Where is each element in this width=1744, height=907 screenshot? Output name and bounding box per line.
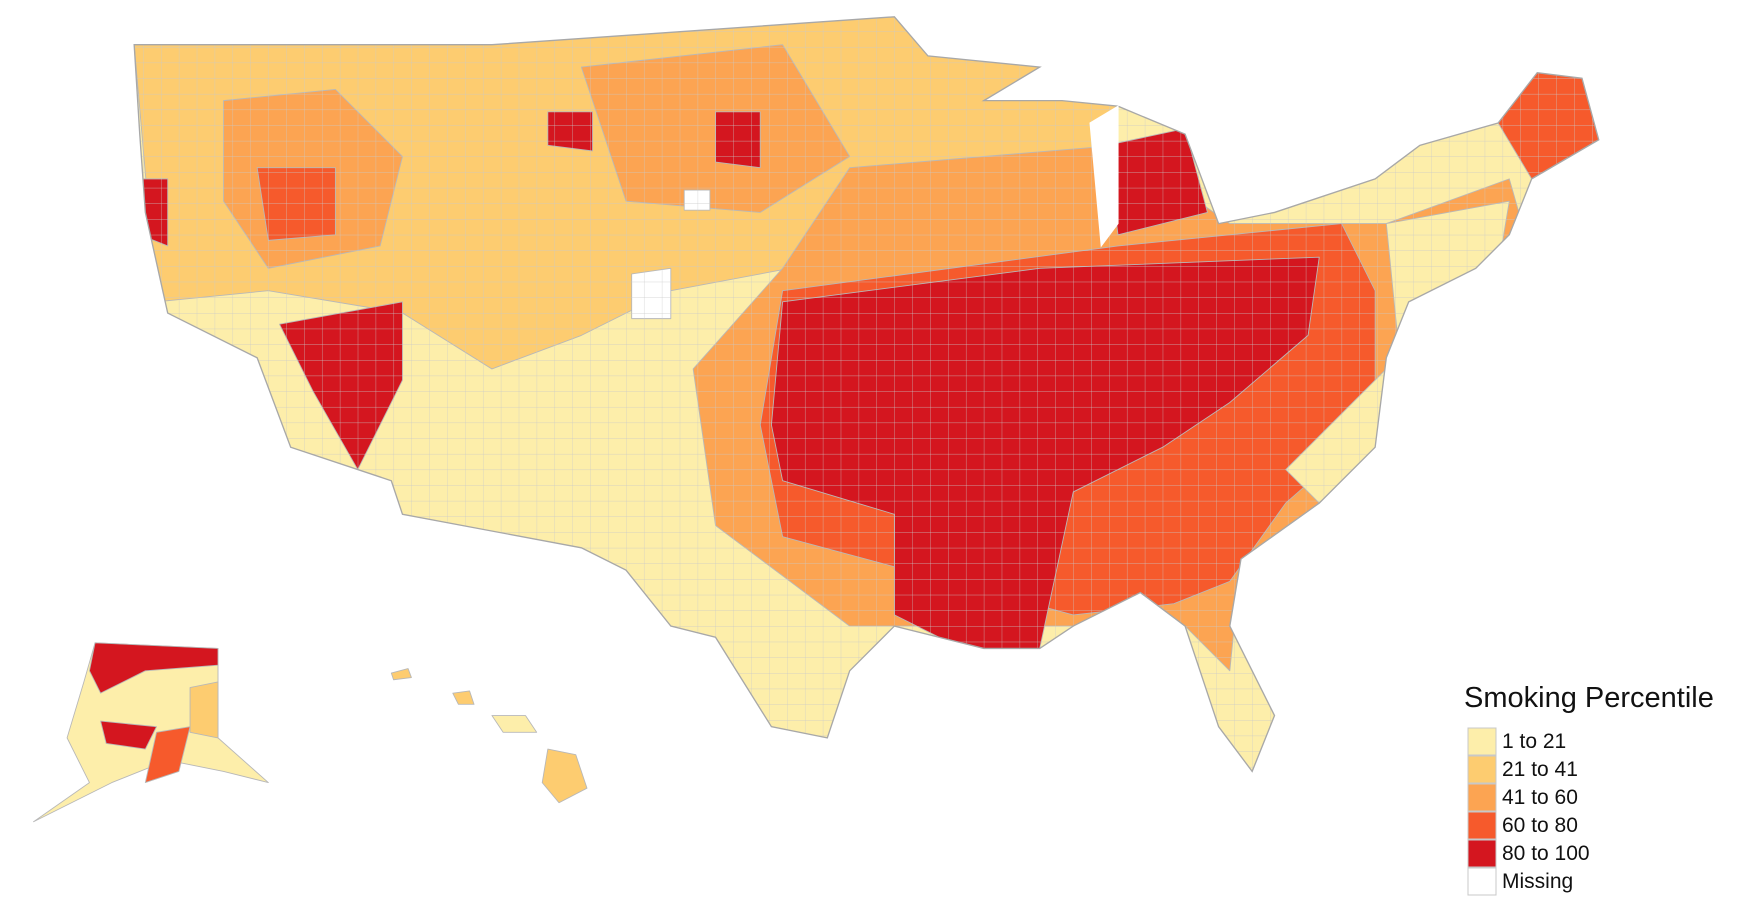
legend-swatch	[1467, 783, 1497, 812]
us-outline	[133, 16, 1600, 773]
legend-swatch	[1467, 727, 1497, 756]
alaska-region	[100, 720, 157, 750]
legend-swatch	[1467, 839, 1497, 868]
map	[33, 16, 1600, 823]
hawaii	[390, 668, 588, 804]
legend-label: 60 to 80	[1502, 814, 1578, 837]
legend-label: Missing	[1502, 870, 1573, 893]
alaska-region	[189, 681, 219, 739]
alaska-region	[144, 726, 191, 784]
legend-label: 1 to 21	[1502, 730, 1566, 753]
legend-swatch	[1467, 867, 1497, 896]
legend-title: Smoking Percentile	[1464, 682, 1714, 714]
legend: Smoking Percentile 1 to 21 21 to 41 41 to …	[1464, 682, 1714, 896]
hawaii-island	[541, 748, 588, 804]
hawaii-island	[491, 715, 538, 733]
legend-label: 80 to 100	[1502, 842, 1590, 865]
alaska	[33, 642, 269, 823]
hawaii-island	[390, 668, 412, 681]
legend-label: 21 to 41	[1502, 758, 1578, 781]
contiguous-us	[134, 16, 1599, 772]
hawaii-island	[452, 690, 475, 705]
lake-michigan	[1089, 105, 1119, 248]
legend-label: 41 to 60	[1502, 786, 1578, 809]
alaska-region	[88, 642, 219, 694]
county-lines	[134, 16, 1599, 772]
legend-swatch	[1467, 755, 1497, 784]
legend-swatch	[1467, 811, 1497, 840]
